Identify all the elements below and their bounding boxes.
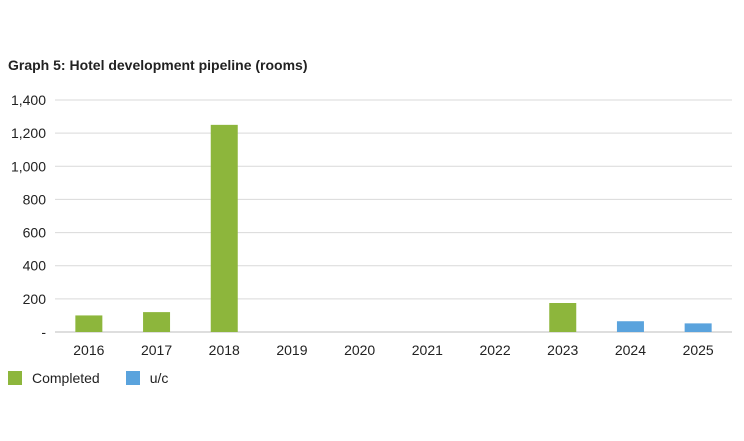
y-tick-label: - bbox=[41, 324, 46, 340]
bar-uc-2025 bbox=[684, 323, 712, 332]
grid-lines bbox=[55, 99, 732, 333]
y-tick-label: 800 bbox=[23, 191, 47, 207]
x-tick-label: 2018 bbox=[209, 342, 240, 358]
bar-completed-2018 bbox=[210, 124, 238, 332]
legend: Completed u/c bbox=[8, 370, 194, 386]
y-tick-label: 400 bbox=[23, 258, 47, 274]
legend-label-uc: u/c bbox=[149, 370, 169, 386]
y-tick-label: 1,200 bbox=[11, 125, 46, 141]
legend-item-uc: u/c bbox=[125, 370, 169, 386]
legend-swatch-completed bbox=[8, 371, 22, 385]
x-tick-label: 2020 bbox=[344, 342, 375, 358]
x-tick-label: 2019 bbox=[276, 342, 307, 358]
chart-title: Graph 5: Hotel development pipeline (roo… bbox=[8, 57, 308, 73]
legend-swatch-uc bbox=[125, 371, 140, 385]
x-tick-label: 2022 bbox=[479, 342, 510, 358]
x-tick-label: 2017 bbox=[141, 342, 172, 358]
y-tick-label: 1,000 bbox=[11, 158, 46, 174]
bar-completed-2016 bbox=[75, 315, 103, 332]
x-axis-ticks: 2016 2017 2018 2019 2020 2021 2022 2023 2024 2025 bbox=[73, 342, 714, 358]
x-tick-label: 2024 bbox=[615, 342, 646, 358]
y-tick-label: 600 bbox=[23, 225, 47, 241]
y-axis-ticks: - 200 400 600 800 1,000 1,200 1,400 bbox=[11, 92, 46, 340]
x-tick-label: 2021 bbox=[412, 342, 443, 358]
bar-completed-2023 bbox=[549, 303, 577, 332]
bars bbox=[75, 124, 712, 332]
x-tick-label: 2025 bbox=[683, 342, 714, 358]
legend-label-completed: Completed bbox=[32, 370, 100, 386]
bar-uc-2024 bbox=[616, 321, 644, 332]
legend-item-completed: Completed bbox=[8, 370, 100, 386]
y-tick-label: 200 bbox=[23, 291, 47, 307]
bar-completed-2017 bbox=[143, 312, 171, 332]
y-tick-label: 1,400 bbox=[11, 92, 46, 108]
x-tick-label: 2023 bbox=[547, 342, 578, 358]
x-tick-label: 2016 bbox=[73, 342, 104, 358]
